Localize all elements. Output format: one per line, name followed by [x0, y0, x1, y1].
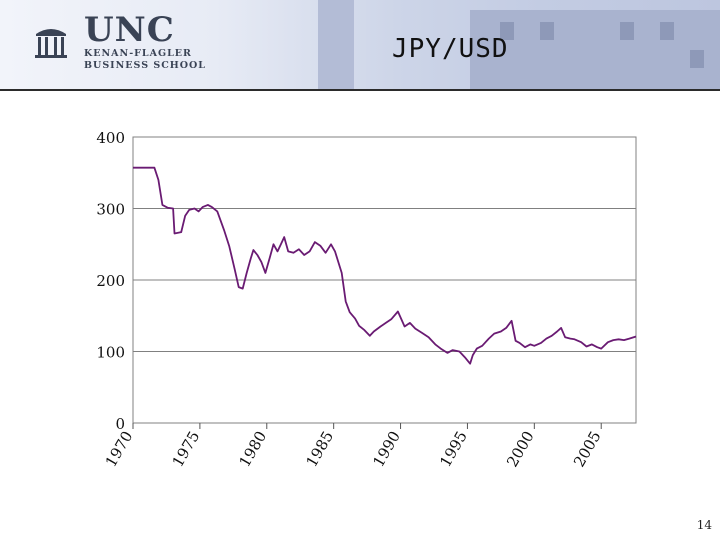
- logo-wordmark: UNC: [84, 10, 175, 50]
- logo-line-2: BUSINESS SCHOOL: [84, 60, 206, 71]
- page-number: 14: [696, 518, 712, 532]
- x-tick-label: 2000: [503, 428, 538, 470]
- series-line-jpy-usd: [133, 166, 637, 365]
- header-photo-tower: [318, 0, 354, 90]
- header-photo-window: [500, 22, 514, 40]
- y-tick-label: 400: [96, 129, 125, 147]
- header-photo-window: [660, 22, 674, 40]
- slide-header: UNC KENAN-FLAGLER BUSINESS SCHOOL JPY/US…: [0, 0, 720, 90]
- school-logo: UNC KENAN-FLAGLER BUSINESS SCHOOL: [84, 12, 206, 72]
- x-tick-label: 1970: [102, 428, 137, 470]
- y-tick-label: 300: [96, 201, 125, 219]
- old-well-icon: [35, 29, 67, 58]
- x-tick-label: 1980: [236, 428, 271, 470]
- x-tick-label: 1995: [436, 428, 471, 470]
- logo-line-1: KENAN-FLAGLER: [84, 48, 192, 59]
- x-tick-label: 1990: [369, 428, 404, 470]
- header-divider: [0, 89, 720, 91]
- slide-title: JPY/USD: [392, 34, 509, 64]
- header-photo-window: [690, 50, 704, 68]
- header-photo-window: [540, 22, 554, 40]
- y-tick-label: 0: [115, 415, 125, 433]
- y-tick-label: 100: [96, 344, 125, 362]
- x-tick-label: 1985: [302, 428, 337, 470]
- x-tick-label: 1975: [169, 428, 204, 470]
- header-photo-window: [620, 22, 634, 40]
- y-tick-label: 200: [96, 272, 125, 290]
- x-tick-label: 2005: [570, 428, 605, 470]
